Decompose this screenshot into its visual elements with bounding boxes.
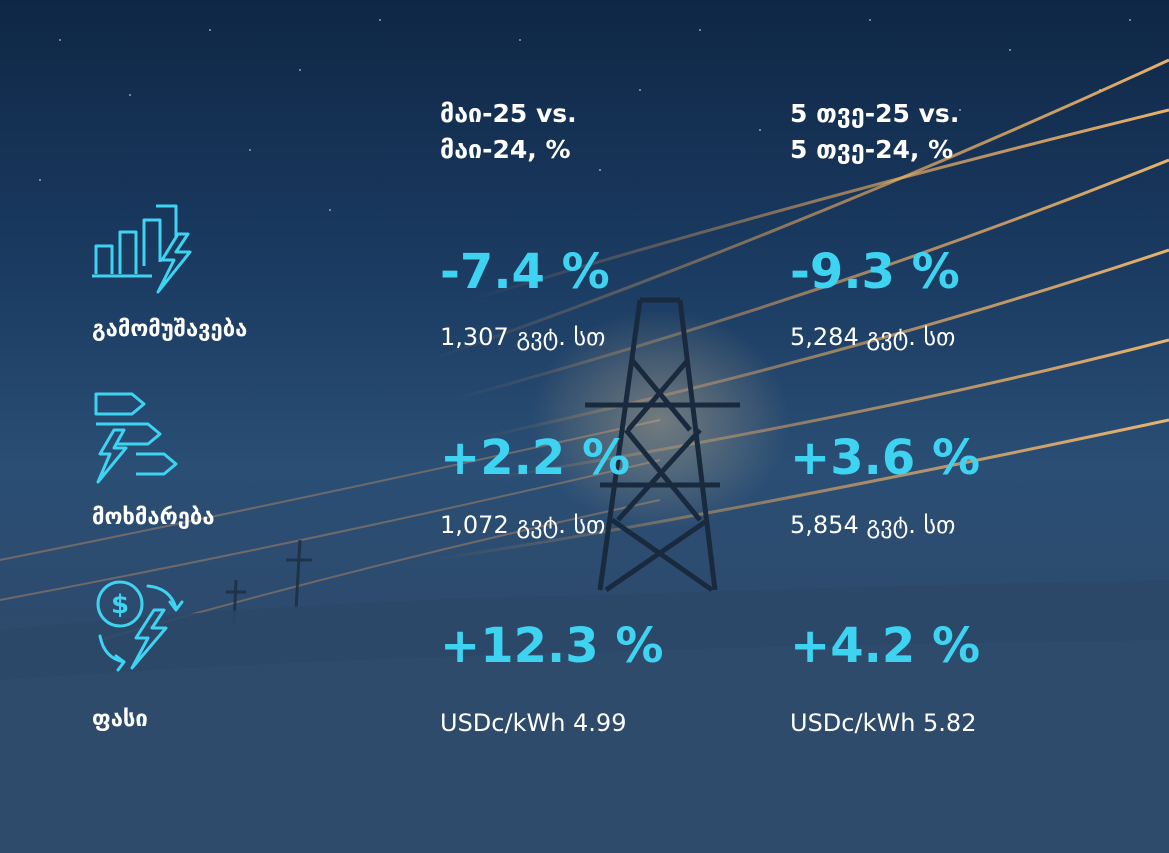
generation-may-value: 1,307 გვტ. სთ [440,323,606,351]
consumption-5m-change: +3.6 % [790,430,981,486]
column-header-5-months: 5 თვე-25 vs. 5 თვე-24, % [790,96,959,168]
column-header-5-months-line2: 5 თვე-24, % [790,135,954,164]
dollar-cycle-lightning-icon: $ [92,578,184,672]
energy-rating-lightning-icon [92,390,182,486]
price-may-value: USDc/kWh 4.99 [440,709,627,737]
column-header-5-months-line1: 5 თვე-25 vs. [790,99,960,128]
column-header-may-line2: მაი-24, % [440,135,571,164]
price-5m-change: +4.2 % [790,618,981,674]
bar-chart-lightning-icon [92,204,196,296]
column-header-may: მაი-25 vs. მაი-24, % [440,96,577,168]
generation-5m-value: 5,284 გვტ. სთ [790,323,956,351]
row-label-price: ფასი [92,707,148,732]
price-5m-value: USDc/kWh 5.82 [790,709,977,737]
column-header-may-line1: მაი-25 vs. [440,99,577,128]
row-label-consumption: მოხმარება [92,505,215,530]
consumption-may-value: 1,072 გვტ. სთ [440,511,606,539]
generation-may-change: -7.4 % [440,244,610,300]
row-label-generation: გამომუშავება [92,317,248,342]
generation-5m-change: -9.3 % [790,244,960,300]
price-may-change: +12.3 % [440,618,664,674]
svg-text:$: $ [111,590,129,620]
consumption-may-change: +2.2 % [440,430,631,486]
consumption-5m-value: 5,854 გვტ. სთ [790,511,956,539]
